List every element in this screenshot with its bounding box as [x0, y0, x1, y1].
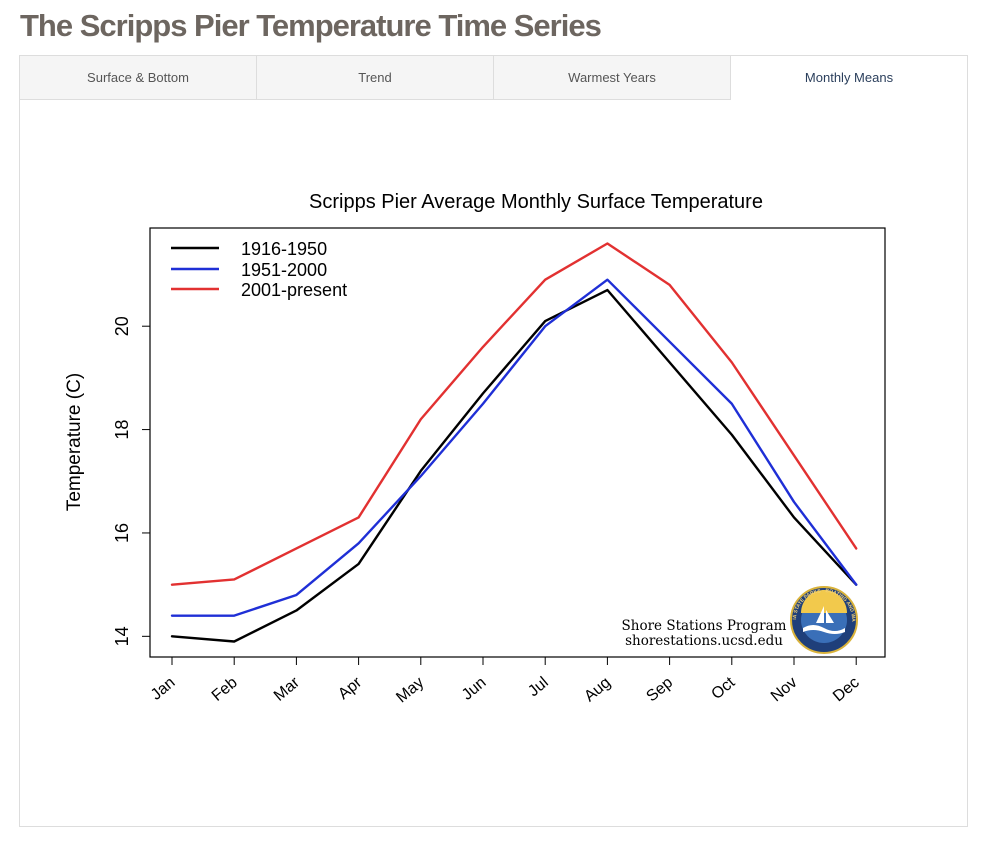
- y-tick-label: 20: [112, 316, 132, 336]
- tab-bar: Surface & Bottom Trend Warmest Years Mon…: [20, 56, 967, 100]
- x-tick-label-aug: Aug: [581, 674, 614, 705]
- credit-line-1: Shore Stations Program: [622, 618, 787, 634]
- x-tick-label-oct: Oct: [708, 674, 738, 703]
- credit-line-2: shorestations.ucsd.edu: [625, 633, 783, 649]
- x-tick-label-apr: Apr: [335, 674, 366, 703]
- x-axis: Jan Feb Mar Apr May Jun Jul Aug Sep Oct Nov Dec: [148, 656, 885, 706]
- tab-trend[interactable]: Trend: [257, 56, 494, 100]
- x-tick-label-jun: Jun: [459, 674, 490, 704]
- y-tick-label: 14: [112, 626, 132, 646]
- legend-label-1951-2000: 1951-2000: [241, 260, 327, 280]
- legend-label-2001-present: 2001-present: [241, 280, 347, 300]
- tab-panel: Surface & Bottom Trend Warmest Years Mon…: [19, 55, 968, 827]
- legend: 1916-1950 1951-2000 2001-present: [171, 239, 347, 300]
- y-tick-label: 18: [112, 420, 132, 440]
- page-title: The Scripps Pier Temperature Time Series: [20, 8, 602, 43]
- series-line-1951-2000: [170, 278, 858, 617]
- y-tick-label: 16: [112, 523, 132, 543]
- x-tick-label-mar: Mar: [271, 674, 304, 705]
- x-tick-label-dec: Dec: [830, 674, 863, 705]
- y-axis-label: Temperature (C): [64, 373, 85, 511]
- tab-warmest-years[interactable]: Warmest Years: [494, 56, 731, 100]
- x-tick-label-jul: Jul: [525, 674, 552, 700]
- x-tick-label-feb: Feb: [209, 674, 241, 705]
- credit-block: Shore Stations Program shorestations.ucs…: [622, 618, 787, 649]
- tab-surface-bottom[interactable]: Surface & Bottom: [20, 56, 257, 100]
- series-group: [170, 242, 858, 643]
- chart-title: Scripps Pier Average Monthly Surface Tem…: [309, 191, 763, 213]
- x-tick-label-nov: Nov: [768, 674, 801, 705]
- tab-monthly-means[interactable]: Monthly Means: [731, 56, 967, 100]
- x-tick-label-may: May: [393, 674, 427, 706]
- y-axis: 14 16 18 20: [112, 316, 151, 646]
- x-tick-label-jan: Jan: [148, 674, 179, 704]
- x-tick-label-sep: Sep: [643, 674, 676, 705]
- legend-label-1916-1950: 1916-1950: [241, 239, 327, 259]
- series-line-2001-present: [170, 242, 858, 586]
- series-line-1916-1950: [170, 288, 858, 643]
